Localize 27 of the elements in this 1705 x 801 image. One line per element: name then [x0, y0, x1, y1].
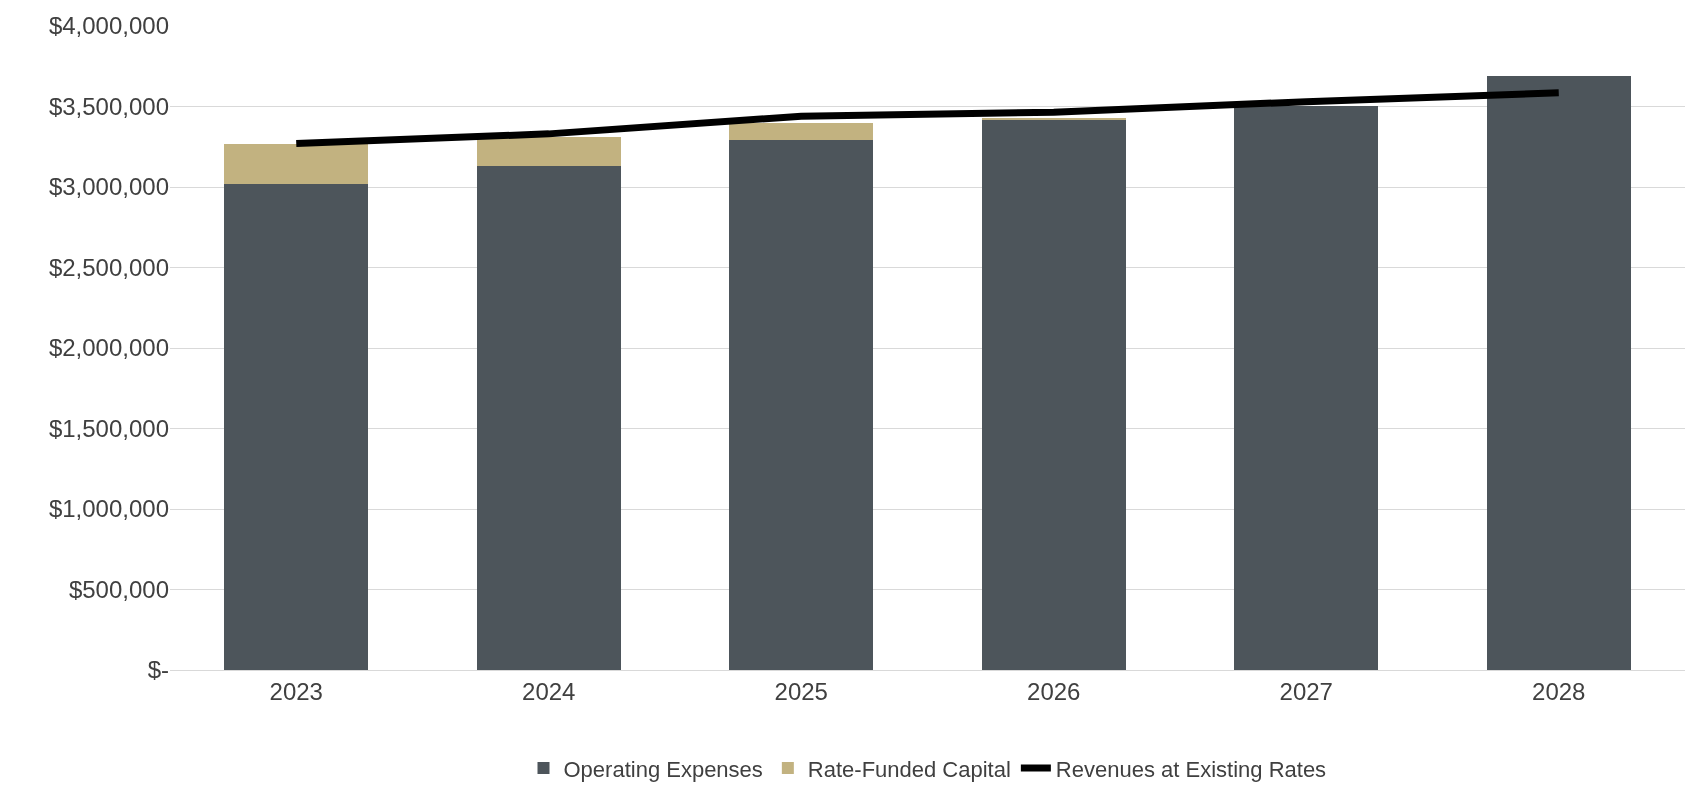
y-tick-label: $2,000,000: [48, 334, 169, 362]
y-tick-label: $4,000,000: [48, 12, 169, 40]
bar: [729, 140, 874, 670]
x-tick-label: 2027: [1279, 677, 1333, 705]
y-tick-label: $1,500,000: [48, 414, 169, 442]
y-tick-label: $3,500,000: [48, 92, 169, 120]
y-tick-label: $500,000: [68, 575, 169, 603]
x-tick-label: 2028: [1532, 677, 1586, 705]
legend-label: Rate-Funded Capital: [807, 756, 1011, 782]
bar: [1486, 75, 1631, 670]
bar: [729, 122, 874, 141]
bar: [981, 120, 1126, 670]
legend-label: Operating Expenses: [563, 756, 763, 782]
y-tick-label: $2,500,000: [48, 253, 169, 281]
x-tick-label: 2026: [1027, 677, 1081, 705]
y-tick-label: $3,000,000: [48, 173, 169, 201]
y-tick-label: $1,000,000: [48, 495, 169, 523]
x-tick-label: 2025: [774, 677, 828, 705]
bar: [1234, 105, 1379, 670]
bar: [476, 137, 621, 167]
y-tick-label: $-: [147, 656, 169, 684]
bar: [224, 143, 369, 184]
legend-label: Revenues at Existing Rates: [1055, 756, 1327, 782]
bar: [476, 166, 621, 670]
bar: [224, 183, 369, 670]
x-tick-label: 2023: [269, 677, 323, 705]
x-tick-label: 2024: [522, 677, 576, 705]
